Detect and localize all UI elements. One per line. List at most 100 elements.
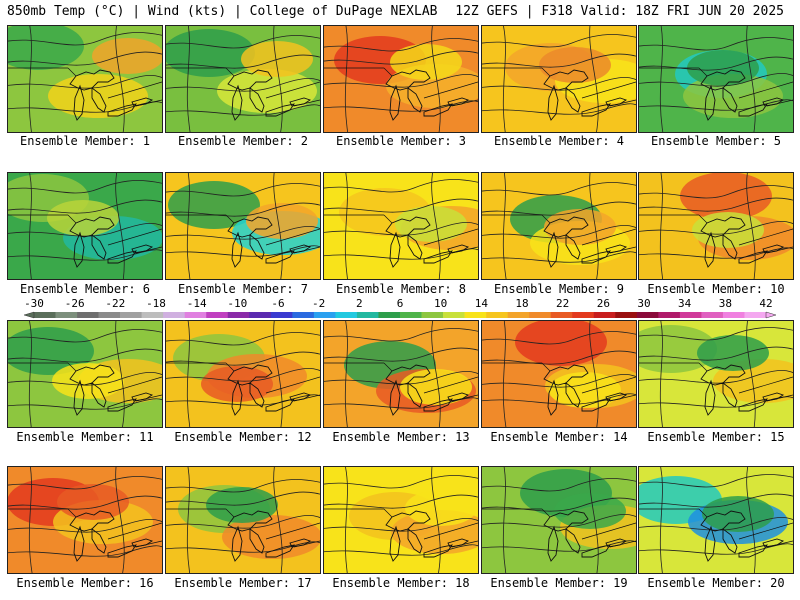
height-contour xyxy=(659,26,664,132)
colorbar-swatch xyxy=(421,312,444,318)
ensemble-map-panel xyxy=(165,466,321,574)
ensemble-map-panel xyxy=(481,320,637,428)
great-lakes-outline xyxy=(227,364,312,416)
political-borders xyxy=(482,362,636,402)
height-contour xyxy=(482,393,636,405)
temperature-blob xyxy=(47,200,119,236)
temperature-blob xyxy=(683,74,783,118)
height-contour xyxy=(28,321,32,427)
great-lakes-outline xyxy=(543,510,628,562)
height-contour xyxy=(746,173,756,279)
great-lakes-outline xyxy=(385,364,470,416)
ensemble-map-panel xyxy=(323,466,479,574)
great-lakes-outline xyxy=(700,69,785,121)
colorbar-swatch xyxy=(206,312,229,318)
colorbar-swatch xyxy=(722,312,745,318)
temperature-blob xyxy=(549,372,621,408)
temperature-blob xyxy=(400,369,472,405)
height-contour xyxy=(482,225,636,239)
political-borders xyxy=(8,508,162,548)
height-contour xyxy=(166,104,320,116)
height-contour xyxy=(8,199,162,214)
height-contour xyxy=(746,26,756,132)
ensemble-map-panel xyxy=(7,320,163,428)
ensemble-map-panel xyxy=(323,25,479,133)
colorbar-swatch xyxy=(292,312,315,318)
ensemble-member-label: Ensemble Member: 6 xyxy=(19,282,151,296)
colorbar-tick-label: 14 xyxy=(474,297,488,310)
temperature-map xyxy=(639,321,793,427)
height-contour xyxy=(659,467,663,573)
ensemble-map-panel xyxy=(7,172,163,280)
ensemble-member-label: Ensemble Member: 3 xyxy=(335,134,467,148)
height-contour xyxy=(273,467,283,573)
temperature-map xyxy=(8,467,162,573)
temperature-blob xyxy=(405,490,477,526)
height-contour xyxy=(482,497,636,512)
temperature-map xyxy=(324,173,478,279)
height-contour xyxy=(166,35,320,49)
height-contour xyxy=(186,467,191,573)
height-contour xyxy=(28,467,33,573)
political-borders xyxy=(324,67,478,107)
ensemble-map-panel xyxy=(638,320,794,428)
political-borders xyxy=(324,362,478,402)
temperature-map xyxy=(8,26,162,132)
political-borders xyxy=(639,214,793,254)
temperature-map xyxy=(166,26,320,132)
height-contour xyxy=(639,327,793,341)
height-contour xyxy=(8,348,162,363)
colorbar-swatch xyxy=(141,312,164,318)
height-contour xyxy=(639,197,793,212)
height-contour xyxy=(324,38,478,52)
height-contour xyxy=(589,321,599,427)
temperature-blob xyxy=(8,26,84,70)
height-contour xyxy=(639,73,793,87)
height-contour xyxy=(8,180,162,194)
height-contour xyxy=(166,479,320,493)
height-contour xyxy=(502,467,507,573)
ensemble-map-panel xyxy=(7,466,163,574)
height-contour xyxy=(482,478,636,492)
great-lakes-outline xyxy=(69,510,154,562)
political-borders xyxy=(482,508,636,548)
temperature-map xyxy=(166,173,320,279)
height-contour xyxy=(589,26,599,132)
height-contour xyxy=(8,101,162,113)
temperature-map xyxy=(166,321,320,427)
height-contour xyxy=(639,37,793,51)
temperature-map xyxy=(482,467,636,573)
height-contour xyxy=(166,78,320,92)
political-borders xyxy=(8,214,162,254)
height-contour xyxy=(166,491,320,506)
great-lakes-outline xyxy=(385,510,470,562)
temperature-blob xyxy=(395,206,467,242)
colorbar-swatch xyxy=(249,312,272,318)
height-contour xyxy=(273,321,283,427)
temperature-blob xyxy=(241,41,313,77)
temperature-blob xyxy=(390,44,462,80)
temperature-colorbar: -30 -26 -22 -18 -14 -10 -6 -2 2 6 10 14 18 22 26 30 34 38… xyxy=(0,297,800,320)
height-contour xyxy=(659,321,663,427)
temperature-blob xyxy=(52,363,124,399)
height-contour xyxy=(186,321,191,427)
height-contour xyxy=(639,493,793,508)
great-lakes-outline xyxy=(227,216,312,268)
ensemble-map-panel xyxy=(481,25,637,133)
height-contour xyxy=(639,370,793,384)
colorbar-swatch xyxy=(313,312,336,318)
political-borders xyxy=(324,508,478,548)
great-lakes-outline xyxy=(69,364,154,416)
colorbar-tick-label: -26 xyxy=(64,297,85,310)
height-contour xyxy=(273,26,283,132)
height-contour xyxy=(482,53,636,68)
colorbar-swatch xyxy=(636,312,659,318)
height-contour xyxy=(166,226,320,240)
height-contour xyxy=(186,26,191,132)
ensemble-member-label: Ensemble Member: 13 xyxy=(332,430,470,444)
colorbar-swatch xyxy=(658,312,681,318)
colorbar-swatch xyxy=(464,312,487,318)
height-contour xyxy=(639,56,793,71)
height-contour xyxy=(324,347,478,362)
ensemble-member-label: Ensemble Member: 17 xyxy=(174,576,312,590)
